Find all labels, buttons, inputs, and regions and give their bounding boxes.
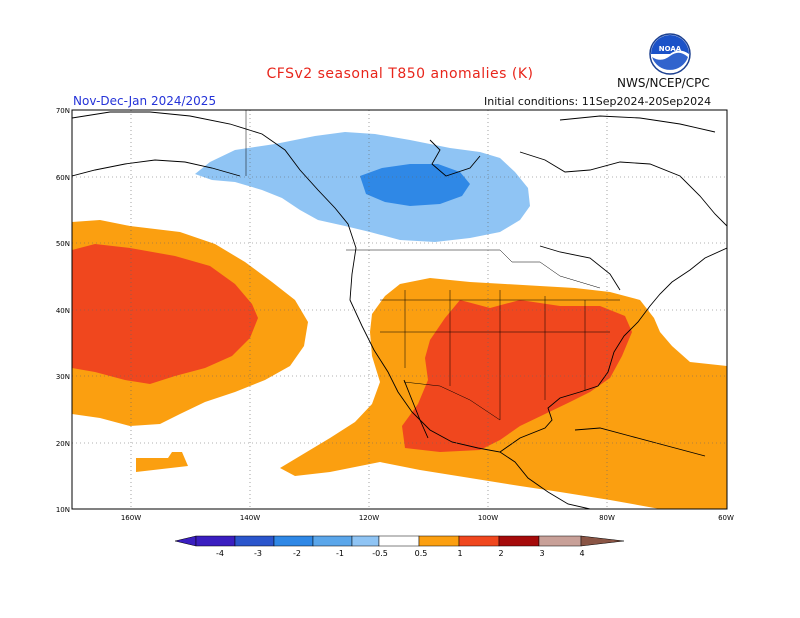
colorbar-swatch [195, 535, 236, 547]
initial-conditions: Initial conditions: 11Sep2024-20Sep2024 [484, 95, 712, 108]
colorbar-label: -2 [293, 549, 301, 558]
graticule [72, 110, 727, 509]
colorbar-label: 1 [457, 549, 462, 558]
map-frame [71, 109, 728, 510]
colorbar-swatch [234, 535, 275, 547]
longitude-labels: 160W 140W 120W 100W 80W 60W [121, 514, 734, 522]
political-borders [245, 110, 620, 421]
colorbar-swatch [498, 535, 540, 547]
coastlines [72, 111, 727, 509]
shaded-anomalies [72, 110, 727, 509]
colorbar-label: 2 [498, 549, 503, 558]
colorbar-label: -0.5 [372, 549, 388, 558]
canada-cold-outer [195, 132, 530, 242]
lat-label: 10N [56, 506, 70, 514]
lat-label: 50N [56, 240, 70, 248]
lon-label: 140W [240, 514, 260, 522]
colorbar-swatch [538, 535, 582, 547]
colorbar-label: 0.5 [415, 549, 428, 558]
north-pacific-warm-core [72, 244, 258, 384]
agency-label: NWS/NCEP/CPC [617, 76, 710, 90]
lat-label: 60N [56, 174, 70, 182]
colorbar-labels: -4 -3 -2 -1 -0.5 0.5 1 2 3 4 [216, 549, 585, 558]
canada-cold-core [360, 164, 470, 206]
page-title: CFSv2 seasonal T850 anomalies (K) [266, 66, 534, 82]
hawaii-warm-patch [136, 452, 188, 472]
colorbar-label: -1 [336, 549, 344, 558]
colorbar-swatch [458, 535, 500, 547]
lat-label: 70N [56, 107, 70, 115]
colorbar-right-arrow [580, 535, 625, 547]
colorbar-label: -3 [254, 549, 262, 558]
latitude-labels: 70N 60N 50N 40N 30N 20N 10N [56, 107, 70, 514]
colorbar-label: 3 [539, 549, 544, 558]
lon-label: 60W [718, 514, 734, 522]
colorbar-swatch [378, 535, 420, 547]
forecast-period: Nov-Dec-Jan 2024/2025 [73, 94, 217, 108]
colorbar-left-arrow [174, 535, 197, 547]
logo-text: NOAA [659, 45, 682, 53]
colorbar-label: 4 [579, 549, 584, 558]
colorbar-swatch [351, 535, 380, 547]
lat-label: 40N [56, 307, 70, 315]
colorbar-swatch [418, 535, 460, 547]
colorbar-label: -4 [216, 549, 224, 558]
lon-label: 160W [121, 514, 141, 522]
colorbar-swatch [273, 535, 314, 547]
noaa-logo: NOAA [649, 33, 691, 75]
lat-label: 20N [56, 440, 70, 448]
lon-label: 120W [359, 514, 379, 522]
lat-label: 30N [56, 373, 70, 381]
colorbar: -4 -3 -2 -1 -0.5 0.5 1 2 3 4 [174, 535, 625, 558]
lon-label: 100W [478, 514, 498, 522]
colorbar-swatch [312, 535, 353, 547]
lon-label: 80W [599, 514, 615, 522]
